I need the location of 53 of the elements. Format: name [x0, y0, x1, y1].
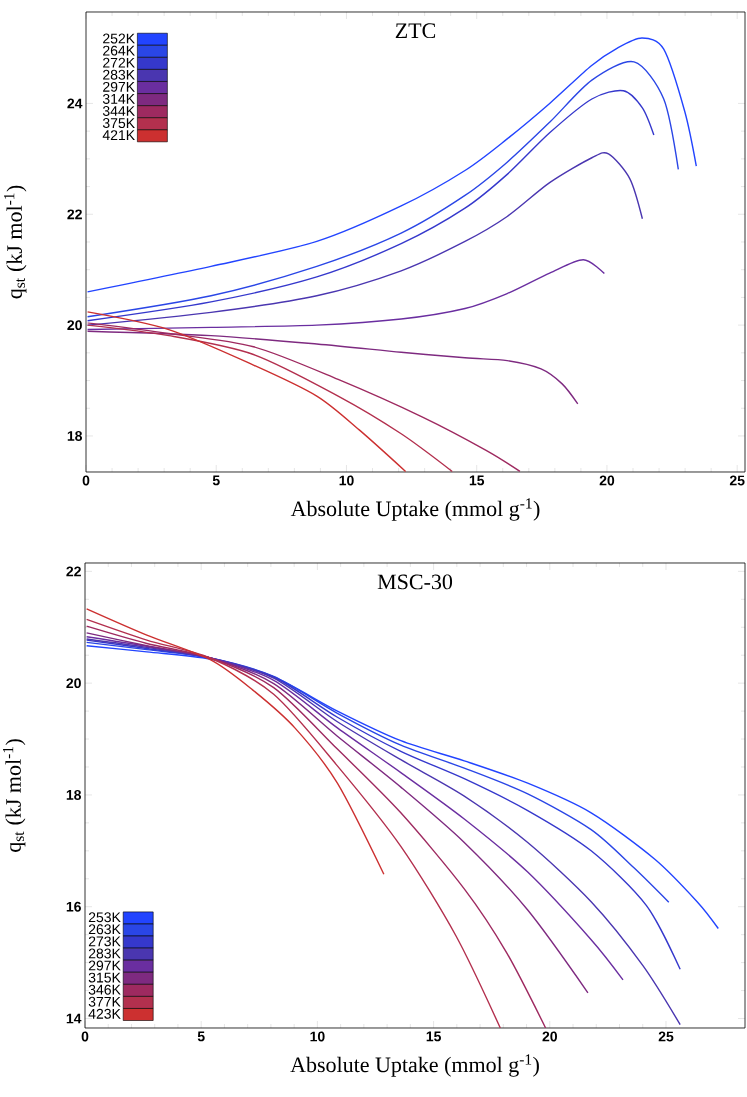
legend-label: 252K: [103, 33, 135, 44]
x-tick-label: 15: [426, 1031, 441, 1042]
y-tick-label: 14: [66, 1013, 82, 1024]
legend-label: 314K: [102, 93, 135, 104]
legend-label: 283K: [103, 69, 135, 80]
x-tick-label: 20: [542, 1031, 558, 1042]
legend-label: 263K: [88, 924, 121, 935]
line-series: [86, 322, 521, 472]
legend-label: 375K: [102, 118, 135, 129]
x-tick-label: 10: [310, 1031, 325, 1042]
y-tick-label: 22: [67, 209, 82, 220]
legend-label: 377K: [88, 996, 121, 1007]
line-series: [86, 324, 453, 472]
legend-label: 423K: [88, 1008, 121, 1019]
legend-label: 264K: [103, 45, 135, 56]
x-tick-label: 5: [212, 475, 220, 486]
y-tick-label: 22: [66, 566, 81, 577]
x-tick-label: 25: [658, 1031, 674, 1042]
y-tick-label: 16: [66, 901, 81, 912]
x-tick-label: 0: [81, 1031, 89, 1042]
y-tick-label: 20: [66, 678, 81, 689]
legend-label: 297K: [88, 960, 121, 971]
x-tick-label: 0: [82, 475, 90, 486]
y-axis-title: q$_{st}$ (kJ mol$^{-1}$): [4, 185, 27, 299]
legend-label: 346K: [88, 984, 121, 995]
y-tick-label: 24: [67, 98, 83, 109]
x-tick-label: 20: [599, 475, 615, 486]
y-tick-label: 18: [66, 789, 82, 800]
line-series: [86, 311, 407, 472]
chart-title: MSC-30: [377, 574, 453, 590]
line-series: [86, 259, 606, 331]
chart-title: ZTC: [395, 23, 436, 39]
legend-label: 297K: [103, 81, 135, 92]
line-series: [86, 152, 644, 326]
y-tick-label: 20: [67, 320, 82, 331]
y-axis-title: q$_{st}$ (kJ mol$^{-1}$): [2, 739, 26, 852]
legend-label: 421K: [102, 130, 135, 140]
line-series: [86, 330, 579, 405]
line-series: [85, 608, 385, 875]
x-tick-label: 25: [729, 475, 745, 486]
legend-label: 344K: [102, 106, 135, 116]
x-axis-title: Absolute Uptake (mmol g$^{-1}$): [290, 498, 540, 521]
line-series: [85, 641, 670, 903]
y-tick-label: 18: [67, 431, 83, 441]
legend-label: 283K: [88, 948, 121, 959]
x-axis-title: Absolute Uptake (mmol g$^{-1}$): [290, 1054, 539, 1077]
x-tick-label: 15: [469, 475, 485, 486]
x-tick-label: 5: [197, 1031, 205, 1042]
legend-label: 272K: [103, 57, 135, 68]
x-tick-label: 10: [339, 475, 354, 486]
legend-label: 253K: [88, 912, 121, 923]
legend-label: 315K: [88, 972, 121, 983]
legend-label: 273K: [88, 936, 121, 947]
